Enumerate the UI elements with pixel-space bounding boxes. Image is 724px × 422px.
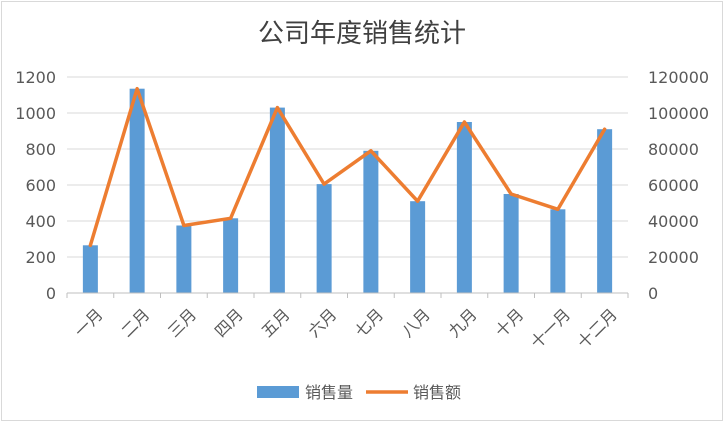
y-left-tick-label: 400 [25, 212, 56, 231]
gridlines [67, 76, 628, 258]
x-category-label: 七月 [351, 305, 387, 341]
legend-label: 销售额 [413, 383, 461, 402]
line-point [88, 243, 92, 247]
x-category-label: 十一月 [527, 305, 574, 352]
y-right-tick-label: 20000 [648, 248, 699, 267]
y-left-tick-label: 600 [25, 176, 56, 195]
chart-title: 公司年度销售统计 [258, 19, 466, 49]
line-point [603, 127, 607, 131]
legend-swatch-bar [257, 386, 299, 398]
bar-series [82, 88, 613, 293]
y-left-tick-label: 1200 [15, 68, 56, 87]
x-category-label: 二月 [117, 305, 153, 341]
line-point [462, 120, 466, 124]
bar [363, 150, 379, 293]
line-point [229, 216, 233, 220]
bar [503, 194, 519, 293]
bar [456, 122, 472, 293]
line-point [369, 149, 373, 153]
y-right-tick-label: 0 [648, 284, 658, 303]
x-category-label: 五月 [258, 305, 294, 341]
x-category-label: 八月 [398, 305, 434, 341]
y-left-tick-label: 800 [25, 140, 56, 159]
y-left-tick-label: 200 [25, 248, 56, 267]
x-category-label: 四月 [211, 305, 247, 341]
y-left-tick-label: 0 [46, 284, 56, 303]
bar [223, 218, 239, 293]
x-category-label: 九月 [445, 305, 481, 341]
line-series [88, 86, 607, 248]
bar [129, 88, 145, 293]
bar [316, 184, 332, 293]
x-category-label: 十二月 [574, 305, 621, 352]
line-point [416, 199, 420, 203]
line-point [556, 207, 560, 211]
y-right-tick-label: 40000 [648, 212, 699, 231]
line-point [275, 106, 279, 110]
y-right-tick-label: 80000 [648, 140, 699, 159]
line-point [322, 182, 326, 186]
bar [597, 129, 613, 293]
bar [82, 245, 98, 293]
x-category-label: 一月 [71, 305, 107, 341]
bar [410, 201, 426, 293]
x-category-label: 三月 [164, 305, 200, 341]
legend-label: 销售量 [305, 383, 353, 402]
y-left-tick-label: 1000 [15, 104, 56, 123]
y-right-tick-label: 120000 [648, 68, 709, 87]
y-right-tick-label: 100000 [648, 104, 709, 123]
x-category-label: 十月 [491, 305, 527, 341]
bar [550, 209, 566, 293]
line-series-path [88, 86, 607, 248]
bar [176, 225, 192, 293]
bar [269, 107, 285, 293]
legend: 销售量 销售额 [257, 383, 461, 402]
line-point [135, 87, 139, 91]
line-point [509, 192, 513, 196]
x-category-label: 六月 [304, 305, 340, 341]
y-right-tick-label: 60000 [648, 176, 699, 195]
line-point [182, 224, 186, 227]
